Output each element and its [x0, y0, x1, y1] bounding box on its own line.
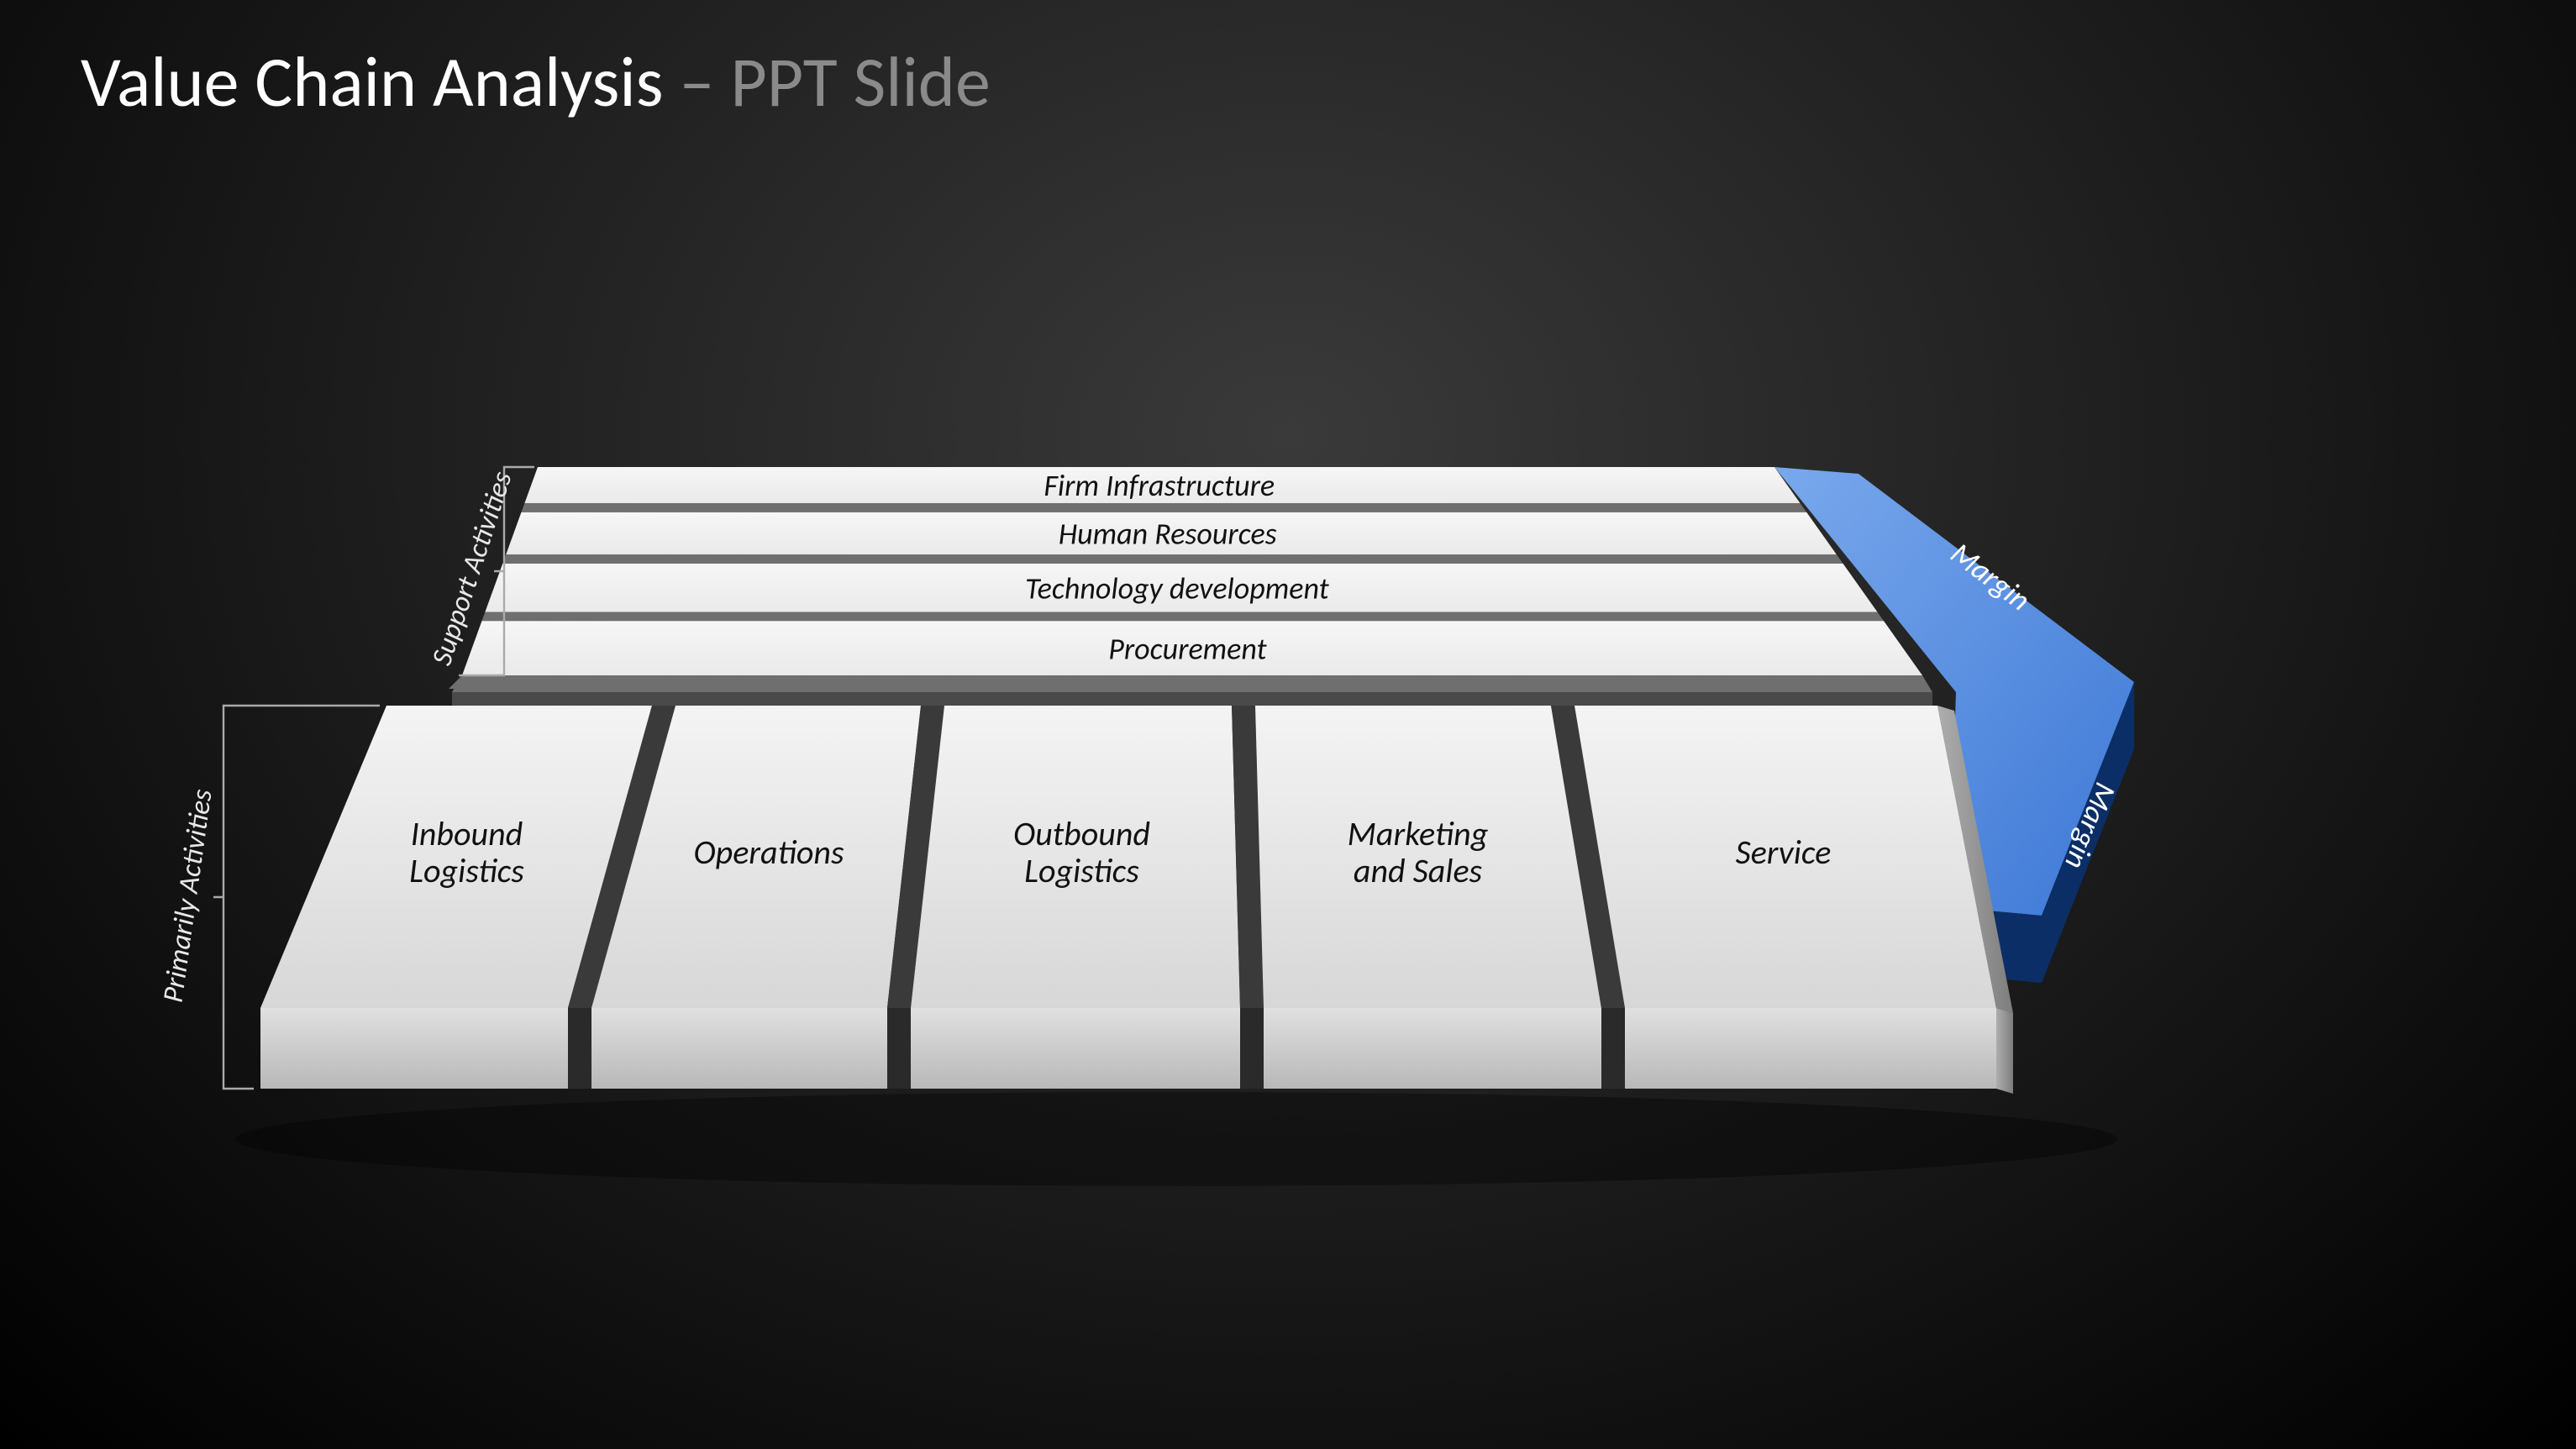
primary-label-1: Operations [693, 832, 844, 873]
support-row-label-0: Firm Infrastructure [1044, 467, 1275, 504]
primary-gap-front-3 [1240, 1008, 1264, 1089]
support-gap-1 [502, 554, 1843, 564]
primary-gap-front-4 [1601, 1008, 1625, 1089]
primary-front-0 [260, 1008, 568, 1089]
primary-front-4 [1625, 1008, 1996, 1089]
support-base-front [452, 692, 1932, 706]
primary-gap-front-1 [568, 1008, 591, 1089]
support-row-label-3: Procurement [1108, 630, 1267, 667]
primary-gap-front-2 [887, 1008, 911, 1089]
support-row-label-1: Human Resources [1059, 516, 1277, 553]
primary-label-3: Marketingand Sales [1348, 813, 1489, 891]
value-chain-diagram: Firm Infrastructure Human Resources Techno… [0, 0, 2576, 1448]
support-gap-0 [521, 503, 1806, 512]
primary-front-1 [591, 1008, 887, 1089]
floor-shadow [235, 1092, 2117, 1186]
primary-front-3 [1264, 1008, 1601, 1089]
primary-label-2: OutboundLogistics [1013, 813, 1150, 891]
primary-right-edge-front [1996, 1008, 2013, 1094]
support-row-label-2: Technology development [1025, 570, 1329, 606]
primary-side-label: Primarily Activities [156, 787, 220, 1005]
support-gap-2 [481, 612, 1884, 622]
primary-label-4: Service [1736, 832, 1832, 873]
primary-label-0: InboundLogistics [409, 813, 524, 891]
primary-front-2 [911, 1008, 1240, 1089]
support-base [452, 675, 1932, 692]
